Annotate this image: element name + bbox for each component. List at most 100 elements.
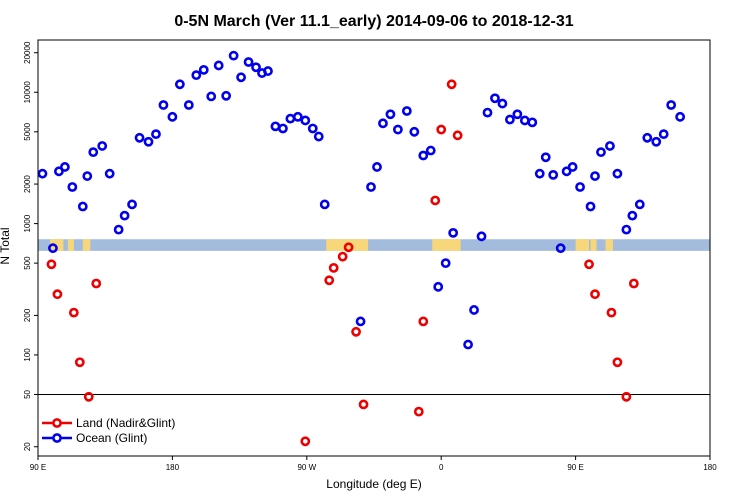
land-point-7 [324,275,335,286]
land-point-11 [351,326,361,337]
ocean-point-56 [490,93,500,104]
ocean-point-70 [590,171,600,181]
ocean-point-3 [59,162,70,172]
ocean-point-50 [440,258,451,269]
ocean-point-53 [469,305,479,315]
ocean-point-5 [77,201,88,212]
ocean-point-42 [378,118,388,129]
land-point-12 [358,399,369,410]
ocean-point-16 [158,100,169,110]
ocean-point-9 [104,168,115,179]
ocean-point-58 [504,114,515,125]
land-point-5 [91,278,102,289]
land-point-2 [68,307,79,318]
y-tick-label-3: 200 [23,308,32,322]
ocean-point-17 [167,111,178,122]
ocean-point-79 [658,129,669,140]
ocean-point-51 [448,227,459,238]
land-point-8 [328,262,339,273]
ocean-point-39 [355,316,366,327]
land-point-21 [606,307,617,318]
y-tick-label-0: 20 [23,442,32,451]
map-land-5 [575,239,590,251]
ocean-point-59 [512,109,523,120]
map-land-2 [82,239,91,251]
ocean-point-18 [174,79,185,90]
ocean-point-30 [263,66,273,76]
y-tick-label-8: 10000 [23,81,32,104]
y-tick-label-1: 50 [23,389,32,398]
ocean-point-75 [627,210,638,221]
legend: Land (Nadir&Glint)Ocean (Glint) [42,416,175,445]
x-tick-label-5: 180 [703,463,717,472]
ocean-point-60 [519,115,530,126]
data-points [37,50,686,447]
ocean-point-54 [476,231,487,242]
ocean-point-61 [527,117,538,128]
ocean-point-13 [134,132,145,143]
ocean-point-77 [642,132,653,143]
x-axis-label: Longitude (deg E) [326,477,421,491]
map-land-4 [432,239,461,251]
ocean-point-66 [561,166,572,177]
ocean-point-80 [666,100,677,110]
ocean-point-35 [300,115,311,126]
ocean-point-2 [54,166,64,177]
ocean-point-11 [119,210,130,221]
ocean-point-25 [228,50,239,61]
ocean-point-49 [433,281,444,292]
ocean-point-1 [48,243,58,254]
y-tick-label-7: 5000 [23,122,32,140]
ocean-point-52 [463,339,473,350]
y-tick-label-2: 100 [23,348,32,362]
ocean-point-62 [534,168,545,179]
ocean-point-27 [243,57,254,67]
ocean-point-71 [596,147,606,158]
x-tick-label-2: 90 W [297,463,316,472]
ocean-point-32 [278,123,288,134]
legend-label-0: Land (Nadir&Glint) [76,416,175,430]
land-point-16 [436,124,447,135]
x-tick-label-0: 90 E [30,463,46,472]
ocean-point-76 [634,199,645,210]
ocean-point-19 [183,100,194,110]
ocean-point-33 [285,113,296,124]
land-point-23 [621,391,632,402]
ocean-point-45 [401,106,412,116]
y-tick-label-4: 500 [23,256,32,270]
ocean-point-41 [372,162,382,172]
map-land-6 [590,239,597,251]
land-point-20 [590,289,600,300]
ocean-point-37 [313,131,324,142]
y-tick-label-5: 1000 [23,214,32,232]
ocean-point-0 [37,168,48,179]
series-ocean [37,50,686,350]
map-strip [38,239,710,251]
legend-label-1: Ocean (Glint) [76,431,147,445]
ocean-point-14 [143,136,154,147]
land-point-9 [337,251,348,262]
ocean-point-4 [67,182,78,192]
ocean-point-12 [127,199,137,210]
x-tick-label-4: 90 E [567,463,583,472]
y-axis-label: N Total [0,227,12,264]
ocean-point-78 [651,136,662,147]
ocean-point-26 [236,72,246,83]
ocean-point-6 [82,171,93,181]
land-point-18 [452,130,463,141]
ocean-point-43 [385,109,396,120]
ocean-point-24 [221,90,232,101]
ocean-point-64 [548,169,559,180]
ocean-point-48 [425,145,436,156]
ocean-point-8 [97,141,108,151]
y-tick-label-9: 20000 [23,41,32,64]
map-land-7 [605,239,613,251]
land-point-14 [418,316,429,327]
y-tick-label-6: 2000 [23,175,32,193]
ocean-point-40 [366,182,376,192]
ocean-point-22 [206,91,217,102]
ocean-point-34 [292,111,303,122]
chart-title: 0-5N March (Ver 11.1_early) 2014-09-06 t… [174,13,573,30]
ocean-point-46 [409,126,420,137]
